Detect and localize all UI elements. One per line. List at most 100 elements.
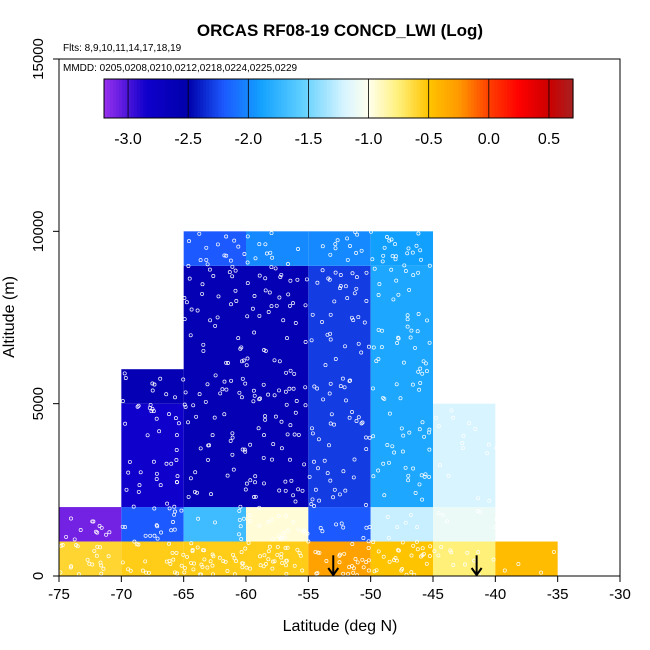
sample-point <box>94 529 98 534</box>
sample-point <box>367 435 372 440</box>
sample-point <box>136 542 141 547</box>
sample-point <box>493 525 498 529</box>
sample-point <box>414 539 419 544</box>
colorbar-swatch <box>203 79 207 118</box>
colorbar-swatch <box>503 79 508 118</box>
sample-point <box>257 273 262 278</box>
colorbar-swatch <box>227 79 231 118</box>
sample-point <box>331 495 336 500</box>
sample-point <box>228 258 233 263</box>
sample-point <box>427 427 432 432</box>
sample-point <box>263 417 268 422</box>
sample-point <box>107 530 112 535</box>
sample-point <box>374 568 379 573</box>
sample-point <box>285 545 290 550</box>
sample-point <box>193 470 198 475</box>
sample-point <box>372 266 377 271</box>
colorbar-swatch <box>476 79 481 118</box>
sample-point <box>427 554 432 558</box>
sample-point <box>327 443 331 448</box>
sample-point <box>283 545 288 550</box>
sample-point <box>186 264 191 268</box>
sample-point <box>245 314 250 319</box>
sample-point <box>269 265 274 270</box>
colorbar-swatch <box>131 79 135 118</box>
sample-point <box>258 554 262 559</box>
sample-point <box>201 348 206 353</box>
sample-point <box>376 549 381 554</box>
sample-point <box>275 544 280 549</box>
sample-point <box>243 546 248 551</box>
sample-point <box>328 421 333 426</box>
colorbar-swatch <box>461 79 466 118</box>
sample-point <box>374 359 379 364</box>
sample-point <box>283 389 288 394</box>
colorbar-swatch <box>284 79 288 118</box>
sample-point <box>276 514 281 519</box>
heatmap-cell <box>308 231 371 266</box>
sample-point <box>409 553 414 558</box>
heatmap-cell <box>121 541 184 576</box>
sample-point <box>195 490 199 495</box>
sample-point <box>182 570 187 575</box>
sample-point <box>167 558 172 563</box>
colorbar-swatch <box>452 79 457 118</box>
sample-point <box>207 267 212 272</box>
sample-point <box>172 504 177 509</box>
sample-point <box>95 544 100 549</box>
colorbar-swatch <box>224 79 228 118</box>
sample-point <box>171 520 175 524</box>
sample-point <box>514 457 519 461</box>
sample-point <box>270 255 275 260</box>
sample-point <box>338 273 343 277</box>
sample-point <box>371 434 376 439</box>
sample-point <box>376 293 381 297</box>
sample-point <box>223 559 228 564</box>
sample-point <box>202 557 207 562</box>
sample-point <box>310 431 315 436</box>
sample-point <box>475 509 480 513</box>
sample-point <box>291 386 296 391</box>
sample-point <box>393 257 398 262</box>
sample-point <box>186 420 190 425</box>
sample-point <box>355 232 360 237</box>
sample-point <box>407 430 412 435</box>
sample-point <box>293 321 298 325</box>
sample-point <box>149 409 154 414</box>
sample-point <box>394 382 399 387</box>
sample-point <box>414 243 419 248</box>
sample-point <box>401 360 406 365</box>
sample-point <box>306 539 311 544</box>
sample-point <box>396 292 401 297</box>
sample-point <box>200 564 205 569</box>
sample-point <box>241 561 246 566</box>
sample-point <box>295 547 300 552</box>
sample-point <box>277 295 282 300</box>
sample-point <box>190 548 195 552</box>
sample-point <box>389 237 394 242</box>
colorbar-swatch <box>194 79 198 118</box>
sample-point <box>394 558 399 563</box>
sample-point <box>99 571 104 576</box>
sample-point <box>390 444 395 449</box>
colorbar-swatch <box>566 79 571 118</box>
sample-point <box>420 497 425 502</box>
colorbar-swatch <box>437 79 442 118</box>
colorbar-swatch <box>464 79 469 118</box>
colorbar-swatch <box>239 79 243 118</box>
sample-point <box>551 470 556 475</box>
heatmap-cell <box>183 541 246 576</box>
sample-point <box>377 282 382 287</box>
sample-point <box>348 378 353 383</box>
sample-point <box>416 312 421 316</box>
sample-point <box>385 235 389 239</box>
sample-point <box>264 562 268 566</box>
sample-point <box>419 257 423 262</box>
sample-point <box>270 566 275 571</box>
sample-point <box>215 242 220 247</box>
sample-point <box>401 433 406 438</box>
sample-point <box>376 327 381 332</box>
colorbar-swatch <box>140 79 144 118</box>
colorbar-swatch <box>554 79 559 118</box>
sample-point <box>317 550 322 555</box>
